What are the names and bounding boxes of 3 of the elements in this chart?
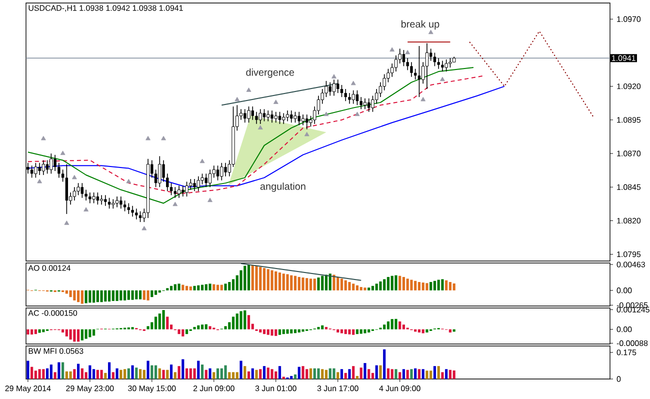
annotation: break up [401,20,440,30]
annotation: divergence [246,68,294,78]
annotation: angulation [260,182,306,192]
